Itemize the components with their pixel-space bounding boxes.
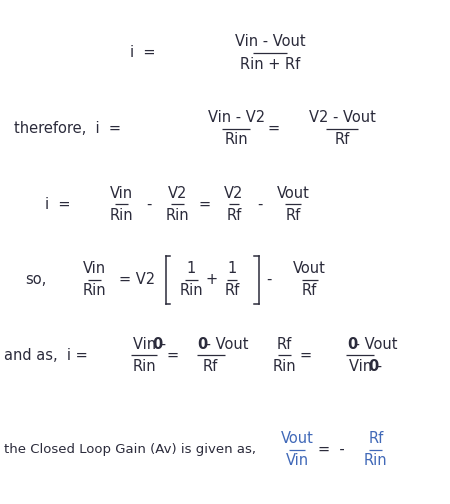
- Text: 0: 0: [152, 337, 162, 352]
- Text: Rf: Rf: [226, 208, 242, 223]
- Text: Rin + Rf: Rin + Rf: [240, 56, 300, 72]
- Text: Vin -: Vin -: [133, 337, 171, 352]
- Text: 1: 1: [187, 261, 196, 276]
- Text: Rin: Rin: [180, 283, 203, 298]
- Text: Rin: Rin: [273, 359, 296, 374]
- Text: Rf: Rf: [277, 337, 292, 352]
- Text: -: -: [266, 272, 272, 287]
- Text: Rf: Rf: [286, 208, 301, 223]
- Text: Vout: Vout: [277, 185, 310, 201]
- Text: Rin: Rin: [83, 283, 106, 298]
- Text: =: =: [166, 348, 178, 363]
- Text: 0: 0: [347, 337, 357, 352]
- Text: +: +: [206, 272, 217, 287]
- Text: i  =: i =: [45, 197, 71, 212]
- Text: -: -: [257, 197, 263, 212]
- Text: 0: 0: [368, 359, 378, 374]
- Text: Rf: Rf: [203, 359, 218, 374]
- Text: and as,  i =: and as, i =: [4, 348, 88, 363]
- Text: = V2: = V2: [119, 272, 155, 287]
- Text: Rin: Rin: [225, 132, 248, 147]
- Text: V2: V2: [168, 185, 188, 201]
- Text: V2: V2: [224, 185, 244, 201]
- Text: i  =: i =: [130, 45, 156, 60]
- Text: Rin: Rin: [110, 208, 133, 223]
- Text: Vin: Vin: [285, 453, 309, 468]
- Text: Rin: Rin: [166, 208, 189, 223]
- Text: the Closed Loop Gain (Av) is given as,: the Closed Loop Gain (Av) is given as,: [4, 443, 256, 456]
- Text: Vout: Vout: [280, 431, 314, 446]
- Text: -: -: [146, 197, 151, 212]
- Text: =: =: [300, 348, 312, 363]
- Text: Vin - Vout: Vin - Vout: [235, 34, 305, 49]
- Text: =: =: [268, 121, 279, 136]
- Text: =: =: [199, 197, 211, 212]
- Text: V2 - Vout: V2 - Vout: [309, 110, 375, 125]
- Text: Vin -: Vin -: [349, 359, 387, 374]
- Text: - Vout: - Vout: [201, 337, 248, 352]
- Text: Vout: Vout: [293, 261, 326, 276]
- Text: Rf: Rf: [334, 132, 350, 147]
- Text: 0: 0: [198, 337, 208, 352]
- Text: Vin: Vin: [110, 185, 133, 201]
- Text: Rin: Rin: [364, 453, 387, 468]
- Text: so,: so,: [25, 272, 46, 287]
- Text: Rin: Rin: [132, 359, 156, 374]
- Text: 1: 1: [227, 261, 236, 276]
- Text: Rf: Rf: [368, 431, 383, 446]
- Text: Rf: Rf: [302, 283, 317, 298]
- Text: therefore,  i  =: therefore, i =: [14, 121, 121, 136]
- Text: Rf: Rf: [224, 283, 239, 298]
- Text: - Vout: - Vout: [351, 337, 398, 352]
- Text: =  -: = -: [318, 442, 344, 457]
- Text: Vin: Vin: [83, 261, 106, 276]
- Text: Vin - V2: Vin - V2: [208, 110, 265, 125]
